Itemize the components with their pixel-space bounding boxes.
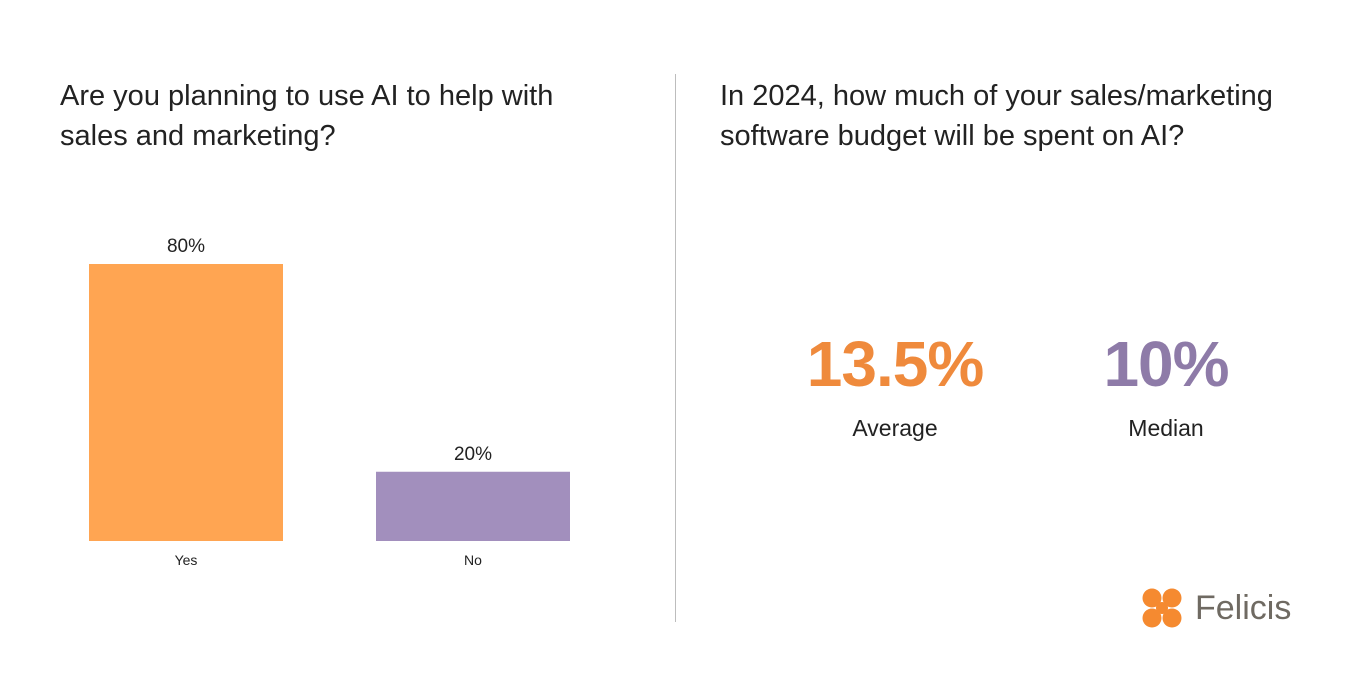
category-label: Yes [175,552,198,568]
bar-chart: 80% Yes 20% No [89,236,570,568]
bar-yes [89,264,283,541]
logo-petal [1142,608,1162,628]
clover-logo-icon [1142,588,1182,628]
brand-name: Felicis [1195,589,1292,627]
felicis-logo: Felicis [1139,584,1291,632]
left-question-title: Are you planning to use AI to help with … [60,80,554,152]
logo-petal [1142,588,1162,608]
category-label: No [464,552,482,568]
bar-no [376,471,570,541]
right-question-title: In 2024, how much of your sales/marketin… [720,80,1273,152]
logo-petal [1162,588,1182,608]
logo-petal [1162,608,1182,628]
median-stat: 10% Median [1036,332,1296,442]
average-stat: 13.5% Average [765,332,1025,442]
average-label: Average [852,415,938,441]
bar-value-label: 20% [454,444,492,465]
panel-divider [675,74,676,622]
bar-value-label: 80% [167,236,205,257]
logo-center [1156,602,1168,614]
median-label: Median [1128,415,1204,441]
median-value: 10% [1103,328,1229,400]
average-value: 13.5% [806,328,984,400]
